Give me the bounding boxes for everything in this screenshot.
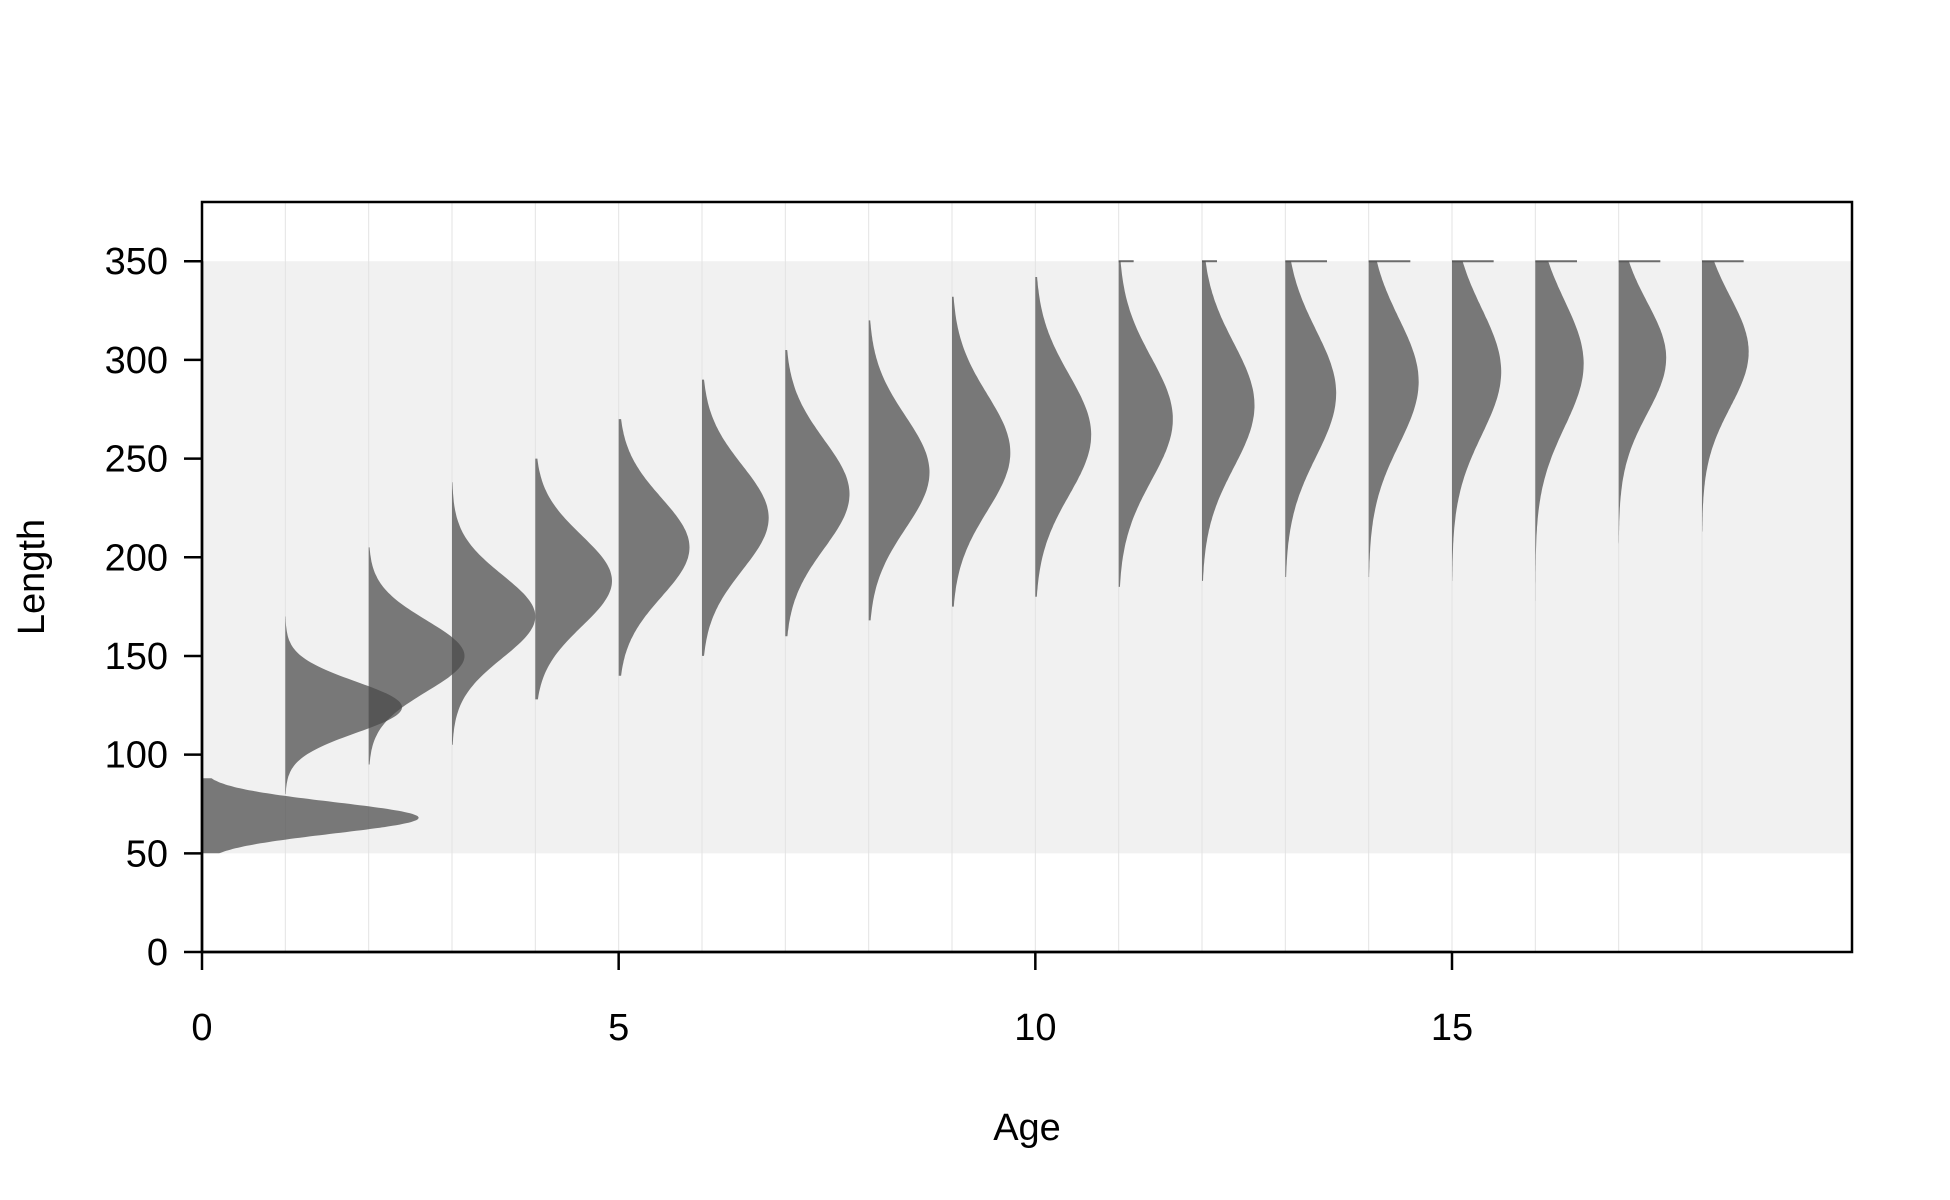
y-tick-label-200: 200: [105, 537, 168, 579]
y-tick-label-50: 50: [126, 833, 168, 875]
x-tick-label-15: 15: [1431, 1007, 1473, 1049]
distribution-age-1: [285, 616, 402, 795]
y-axis-title: Length: [11, 519, 53, 635]
distribution-age-4: [535, 458, 612, 700]
distribution-age-16: [1535, 261, 1584, 601]
length-band-layer: [202, 261, 1852, 854]
distribution-age-7: [785, 350, 850, 637]
distribution-age-11: [1118, 261, 1173, 587]
y-tick-label-350: 350: [105, 241, 168, 283]
length-band: [202, 261, 1852, 854]
x-tick-label-0: 0: [191, 1007, 212, 1049]
distribution-age-3: [452, 482, 536, 745]
x-tick-label-10: 10: [1014, 1007, 1056, 1049]
distribution-age-12: [1202, 261, 1255, 581]
y-tick-label-300: 300: [105, 340, 168, 382]
distribution-age-18: [1702, 261, 1749, 532]
distribution-age-13: [1285, 261, 1337, 577]
distribution-age-17: [1618, 261, 1667, 544]
distribution-age-5: [618, 419, 690, 676]
y-tick-label-100: 100: [105, 735, 168, 777]
distribution-age-6: [702, 379, 769, 656]
x-axis-title: Age: [993, 1107, 1061, 1149]
distribution-age-2: [368, 547, 465, 765]
distribution-layer: [202, 260, 1749, 854]
distribution-age-10: [1035, 277, 1092, 597]
distribution-age-8: [868, 320, 930, 621]
distribution-age-0: [202, 778, 419, 854]
y-tick-label-0: 0: [147, 932, 168, 974]
x-tick-label-5: 5: [608, 1007, 629, 1049]
y-tick-label-150: 150: [105, 636, 168, 678]
distribution-age-14: [1368, 261, 1419, 577]
distribution-age-15: [1452, 261, 1502, 581]
y-tick-label-250: 250: [105, 439, 168, 481]
distribution-age-9: [952, 296, 1011, 607]
